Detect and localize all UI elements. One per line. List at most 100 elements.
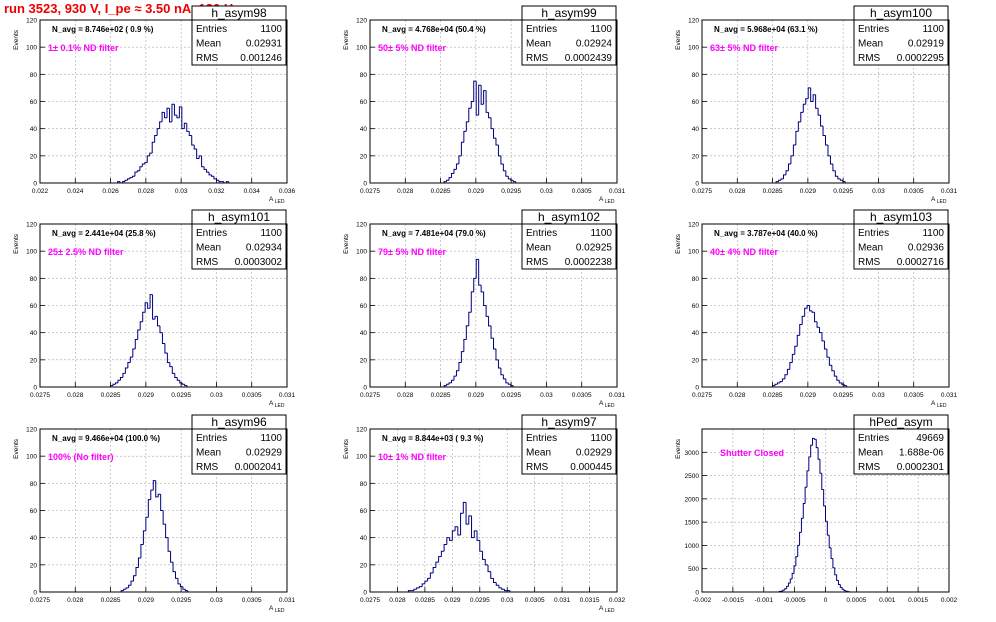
stats-box-frame xyxy=(191,5,287,66)
stat-entries-value: 1100 xyxy=(260,433,282,444)
x-tick-label: 0.0305 xyxy=(572,392,592,399)
stats-box: h_asym102 Entries 1100 Mean 0.02925 RMS 0.0002… xyxy=(521,209,617,270)
histogram-bin xyxy=(193,144,197,150)
histogram-panel-8: 0.0275 0.028 0.0285 0.029 0.0295 0.03 0.0305 0.… xyxy=(343,414,626,614)
x-tick-label: 0.03 xyxy=(872,188,885,195)
x-tick-label: 0.029 xyxy=(468,188,485,195)
histogram-title: h_asym99 xyxy=(541,6,597,20)
histogram-bin xyxy=(177,578,181,585)
y-tick-label: 60 xyxy=(692,303,700,310)
histogram-bin xyxy=(462,501,467,514)
histogram-bin xyxy=(843,384,847,387)
histogram-bin xyxy=(821,332,825,342)
x-tick-label: 0.0275 xyxy=(360,188,380,195)
histogram-bin xyxy=(130,580,134,586)
stat-rms-value: 0.0002716 xyxy=(897,257,945,268)
y-tick-label: 100 xyxy=(356,45,367,52)
histogram-bin xyxy=(183,122,187,129)
x-tick-label: 0.0285 xyxy=(763,188,783,195)
histogram-panel-9: -0.002 -0.0015 -0.001 -0.0005 0 0.0005 0.001 0.… xyxy=(675,414,958,604)
histogram-bin xyxy=(455,163,459,170)
histogram-bin xyxy=(174,373,178,378)
y-tick-label: 20 xyxy=(692,357,700,364)
stat-entries-value: 1100 xyxy=(590,433,612,444)
histogram-bin xyxy=(176,115,180,119)
histogram-bin xyxy=(139,166,143,171)
histogram-bin xyxy=(479,540,483,552)
stat-mean-value: 0.02936 xyxy=(908,243,945,254)
y-tick-label: 120 xyxy=(26,18,37,25)
histogram-bin xyxy=(829,155,833,165)
histogram-bin xyxy=(208,172,212,176)
y-tick-label: 100 xyxy=(688,45,699,52)
x-tick-label: 0.0295 xyxy=(171,392,191,399)
x-tick-label: 0.0285 xyxy=(763,392,783,399)
histogram-bin xyxy=(179,583,183,588)
y-tick-label: 2500 xyxy=(685,473,700,480)
x-tick-label: 0.028 xyxy=(397,188,414,195)
y-axis-label: Events xyxy=(13,29,20,50)
histogram-bin xyxy=(168,108,172,123)
x-tick-label: 0.032 xyxy=(208,188,225,195)
histogram-bin xyxy=(473,277,477,292)
stat-entries-value: 1100 xyxy=(590,24,612,35)
histogram-bin xyxy=(834,170,838,177)
x-tick-label: 0.028 xyxy=(67,392,84,399)
x-tick-label: 0.0285 xyxy=(101,597,121,604)
stat-mean-value: 0.02934 xyxy=(246,243,283,254)
histogram-bin xyxy=(470,101,474,109)
histogram-bin xyxy=(453,375,457,381)
histogram-bin xyxy=(154,315,158,320)
histogram-bin xyxy=(144,162,148,164)
histogram-bin xyxy=(427,577,431,582)
x-axis-label: A LED xyxy=(269,196,285,205)
histogram-bin xyxy=(181,106,185,130)
histogram-bin xyxy=(152,480,156,491)
stat-rms-label: RMS xyxy=(196,257,219,268)
x-tick-label: 0.03 xyxy=(540,188,553,195)
histogram-bin xyxy=(117,379,121,383)
x-tick-label: 0.0295 xyxy=(501,392,521,399)
histogram-bin xyxy=(485,305,489,317)
histogram-bin xyxy=(781,378,785,382)
histogram-bin xyxy=(465,502,469,525)
histogram-bin xyxy=(831,365,835,372)
stat-mean-label: Mean xyxy=(858,243,883,254)
stat-entries-value: 1100 xyxy=(922,228,944,239)
stat-entries-value: 1100 xyxy=(260,228,282,239)
y-tick-label: 20 xyxy=(360,153,368,160)
histogram-title: h_asym101 xyxy=(208,210,270,224)
histogram-bin xyxy=(449,537,453,541)
histogram-bin xyxy=(777,382,780,385)
x-tick-label: 0.028 xyxy=(397,392,414,399)
x-axis-label-subscript: LED xyxy=(603,608,615,614)
histogram-bin xyxy=(112,383,116,386)
x-tick-label: 0.022 xyxy=(32,188,49,195)
histogram-bin xyxy=(806,470,809,488)
x-tick-label: 0.028 xyxy=(389,597,406,604)
histogram-bin xyxy=(413,588,417,591)
y-tick-label: 40 xyxy=(30,330,38,337)
histogram-bin xyxy=(161,332,165,345)
histogram-bin xyxy=(797,121,801,132)
histogram-bin xyxy=(127,178,130,181)
x-tick-label: 0.0295 xyxy=(470,597,490,604)
histogram-bin xyxy=(507,176,511,180)
histogram-bin xyxy=(468,515,472,525)
histogram-bin xyxy=(794,345,798,355)
histogram-bin xyxy=(149,294,153,309)
histogram-bin xyxy=(416,587,420,590)
x-tick-label: 0.03 xyxy=(501,597,514,604)
y-tick-label: 0 xyxy=(363,385,367,392)
y-tick-label: 40 xyxy=(30,126,38,133)
x-tick-label: 0.0275 xyxy=(692,188,712,195)
filter-label: 10± 1% ND filter xyxy=(378,452,446,462)
histogram-bin xyxy=(830,547,833,559)
histogram-bins xyxy=(120,480,189,592)
histogram-bin xyxy=(812,437,815,446)
histogram-title: h_asym98 xyxy=(211,6,267,20)
stat-mean-label: Mean xyxy=(526,243,551,254)
stat-rms-value: 0.0002301 xyxy=(897,462,945,473)
histogram-bin xyxy=(151,141,155,154)
histogram-bin xyxy=(198,155,202,159)
